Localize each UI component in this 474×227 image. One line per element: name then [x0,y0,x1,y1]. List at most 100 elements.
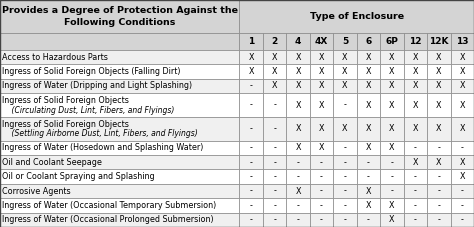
Text: -: - [297,201,300,210]
Bar [0,117,239,141]
Text: X: X [319,143,324,152]
Bar [0,141,239,155]
Bar [427,155,450,169]
Text: X: X [295,81,301,90]
Text: X: X [342,67,348,76]
Bar [263,169,286,184]
Text: X: X [295,124,301,133]
Bar [0,169,239,184]
Bar [356,198,380,213]
Bar [310,213,333,227]
Bar [286,50,310,64]
Text: -: - [250,215,253,224]
Bar [356,64,380,79]
Bar [427,93,450,117]
Bar [286,117,310,141]
Text: -: - [250,143,253,152]
Bar [427,169,450,184]
Text: X: X [389,215,395,224]
Bar [286,213,310,227]
Text: X: X [365,101,371,109]
Text: X: X [412,124,418,133]
Bar [263,155,286,169]
Bar [239,64,263,79]
Text: -: - [438,215,440,224]
Text: X: X [295,101,301,109]
Bar [427,141,450,155]
Text: X: X [459,124,465,133]
Text: -: - [250,101,253,109]
Bar [263,184,286,198]
Text: X: X [412,158,418,167]
Text: -: - [438,187,440,195]
Text: -: - [344,158,346,167]
Bar [380,169,403,184]
Bar [333,169,357,184]
Text: -: - [320,187,323,195]
Bar [333,79,357,93]
Bar [333,93,357,117]
Bar [380,155,403,169]
Text: X: X [319,101,324,109]
Text: -: - [297,172,300,181]
Text: X: X [272,67,277,76]
Text: X: X [459,172,465,181]
Bar [239,33,263,50]
Text: X: X [436,81,442,90]
Text: -: - [438,201,440,210]
Text: X: X [436,158,442,167]
Text: 4: 4 [295,37,301,46]
Bar [356,79,380,93]
Text: -: - [273,143,276,152]
Bar [333,64,357,79]
Text: X: X [365,67,371,76]
Text: -: - [297,158,300,167]
Text: Oil and Coolant Seepage: Oil and Coolant Seepage [2,158,102,167]
Bar [333,184,357,198]
Text: -: - [438,143,440,152]
Bar [0,64,239,79]
Bar [403,64,427,79]
Text: X: X [389,53,395,62]
Text: X: X [436,53,442,62]
Text: X: X [365,81,371,90]
Text: -: - [250,158,253,167]
Text: -: - [320,158,323,167]
Text: Ingress of Water (Occasional Temporary Submersion): Ingress of Water (Occasional Temporary S… [2,201,216,210]
Bar [450,79,474,93]
Text: X: X [295,143,301,152]
Text: Ingress of Solid Foreign Objects: Ingress of Solid Foreign Objects [2,96,129,105]
Text: X: X [365,187,371,195]
Bar [333,213,357,227]
Bar [0,33,239,50]
Text: X: X [365,201,371,210]
Bar [239,141,263,155]
Bar [427,198,450,213]
Text: -: - [367,215,370,224]
Text: -: - [414,143,417,152]
Bar [403,213,427,227]
Text: X: X [436,101,442,109]
Text: -: - [250,187,253,195]
Text: -: - [461,215,464,224]
Bar [356,184,380,198]
Text: -: - [273,201,276,210]
Text: (Settling Airborne Dust, Lint, Fibers, and Flyings): (Settling Airborne Dust, Lint, Fibers, a… [2,129,198,138]
Bar [0,0,239,33]
Bar [286,93,310,117]
Bar [427,50,450,64]
Text: X: X [365,143,371,152]
Text: -: - [250,124,253,133]
Bar [450,93,474,117]
Text: X: X [319,81,324,90]
Bar [310,64,333,79]
Text: X: X [389,124,395,133]
Text: X: X [459,101,465,109]
Text: X: X [459,53,465,62]
Bar [356,93,380,117]
Text: X: X [342,81,348,90]
Text: X: X [248,67,254,76]
Bar [403,141,427,155]
Bar [263,141,286,155]
Bar [310,198,333,213]
